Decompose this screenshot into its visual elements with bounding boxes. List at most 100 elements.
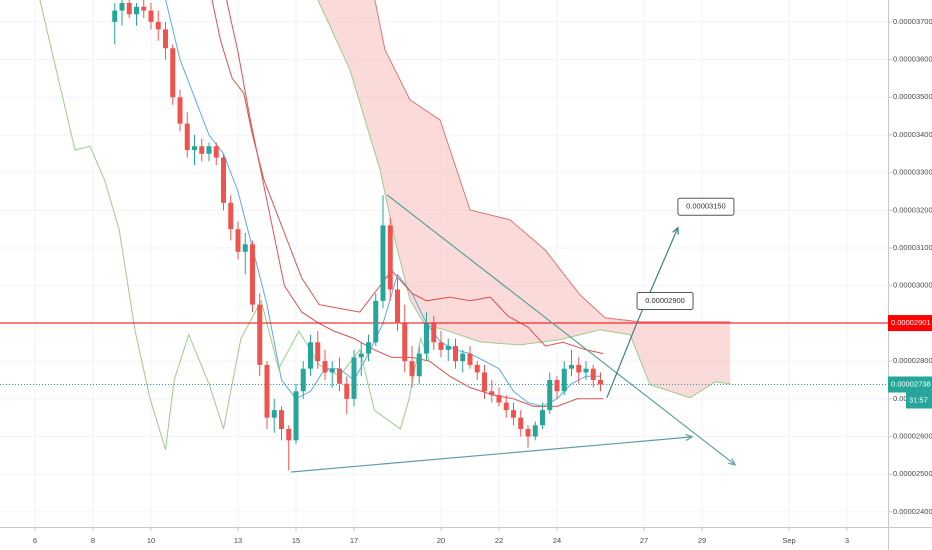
candle-body bbox=[460, 353, 466, 362]
candle-body bbox=[373, 300, 379, 343]
indicator-line bbox=[211, 0, 604, 355]
candle-body bbox=[148, 10, 154, 22]
price-label: 0.00002738 bbox=[891, 379, 931, 388]
cloud-edge bbox=[317, 0, 731, 399]
x-tick-label: Sep bbox=[782, 536, 795, 545]
y-tick-label: 0.00003700 bbox=[893, 17, 932, 26]
candle-body bbox=[351, 357, 357, 399]
x-tick-label: 6 bbox=[33, 536, 37, 545]
candle-body bbox=[539, 410, 545, 426]
candle-body bbox=[503, 402, 509, 411]
candle-body bbox=[184, 123, 190, 151]
candle-body bbox=[561, 368, 567, 392]
candle-body bbox=[445, 346, 451, 350]
candle-body bbox=[547, 379, 553, 411]
countdown-box bbox=[906, 392, 932, 409]
candle-body bbox=[264, 364, 270, 418]
target-label: 0.00002900 bbox=[645, 296, 685, 305]
candle-body bbox=[213, 146, 219, 158]
cloud-edge bbox=[374, 0, 731, 323]
candle-body bbox=[322, 361, 328, 373]
candle-body bbox=[141, 6, 147, 11]
candle-body bbox=[532, 425, 538, 437]
y-tick-label: 0.00003100 bbox=[893, 243, 932, 252]
price-label-box bbox=[888, 376, 932, 393]
price-label: 0.00002901 bbox=[891, 318, 931, 327]
price-labels: 0.00002901 0.00002738 31:57 bbox=[888, 315, 932, 409]
x-tick-label: 29 bbox=[698, 536, 706, 545]
price-label-box bbox=[888, 315, 932, 332]
candle-body bbox=[510, 410, 516, 418]
y-tick-label: 0.00002500 bbox=[893, 469, 932, 478]
candle-body bbox=[235, 229, 241, 252]
candle-body bbox=[199, 146, 205, 154]
x-tick-label: 17 bbox=[350, 536, 358, 545]
candle-body bbox=[271, 410, 277, 418]
candle-body bbox=[228, 202, 234, 230]
trend-line bbox=[606, 227, 679, 398]
countdown: 31:57 bbox=[909, 395, 928, 404]
candle-body bbox=[300, 368, 306, 392]
candle-body bbox=[155, 21, 161, 30]
candle-body bbox=[170, 48, 176, 98]
y-tick-label: 0.00003200 bbox=[893, 205, 932, 214]
candle-body bbox=[307, 342, 313, 369]
candle-body bbox=[221, 157, 227, 203]
candle-body bbox=[431, 323, 437, 343]
candle-body bbox=[358, 353, 364, 358]
candle-body bbox=[387, 225, 393, 290]
y-tick-label: 0.00002400 bbox=[893, 507, 932, 516]
candle-body bbox=[380, 225, 386, 301]
candle-body bbox=[177, 97, 183, 124]
candle-body bbox=[344, 383, 350, 399]
candle-body bbox=[286, 428, 292, 441]
arrow-head bbox=[685, 433, 694, 442]
x-tick-label: 22 bbox=[495, 536, 503, 545]
candle-body bbox=[163, 29, 169, 49]
candle-body bbox=[518, 417, 524, 429]
candle-body bbox=[336, 368, 342, 384]
candle-body bbox=[438, 342, 444, 350]
candle-body bbox=[583, 368, 589, 373]
trend-line bbox=[291, 436, 693, 473]
target-label: 0.00003150 bbox=[686, 202, 726, 211]
candle-body bbox=[365, 342, 371, 354]
candle-body bbox=[467, 353, 473, 365]
candle-body bbox=[112, 10, 118, 22]
y-tick-label: 0.00002600 bbox=[893, 432, 932, 441]
arrow-head bbox=[728, 458, 737, 466]
candle-body bbox=[394, 289, 400, 324]
x-tick-label: 8 bbox=[91, 536, 95, 545]
candle-body bbox=[119, 3, 125, 11]
x-tick-label: 3 bbox=[845, 536, 849, 545]
candle-body bbox=[568, 364, 574, 369]
y-tick-label: 0.00003000 bbox=[893, 281, 932, 290]
x-tick-label: 13 bbox=[234, 536, 242, 545]
arrow-head bbox=[672, 226, 679, 235]
candle-body bbox=[206, 146, 212, 154]
candle-body bbox=[452, 346, 458, 362]
candle-body bbox=[409, 361, 415, 377]
candle-body bbox=[293, 391, 299, 441]
x-tick-label: 20 bbox=[437, 536, 445, 545]
candle-body bbox=[402, 323, 408, 362]
indicator-line bbox=[39, 0, 430, 450]
target-box bbox=[636, 291, 694, 310]
y-tick-label: 0.00003600 bbox=[893, 55, 932, 64]
candle-body bbox=[554, 379, 560, 392]
candle-body bbox=[279, 410, 285, 429]
candle-body bbox=[416, 353, 422, 377]
x-tick-label: 27 bbox=[640, 536, 648, 545]
candle-body bbox=[489, 391, 495, 396]
candle-body bbox=[242, 244, 248, 252]
candle-body bbox=[134, 6, 140, 15]
trend-line bbox=[386, 194, 736, 466]
x-tick-label: 10 bbox=[147, 536, 155, 545]
y-tick-label: 0.00002800 bbox=[893, 356, 932, 365]
candle-body bbox=[250, 244, 256, 305]
candle-body bbox=[576, 364, 582, 373]
candle-body bbox=[329, 368, 335, 373]
candle-body bbox=[315, 342, 321, 362]
